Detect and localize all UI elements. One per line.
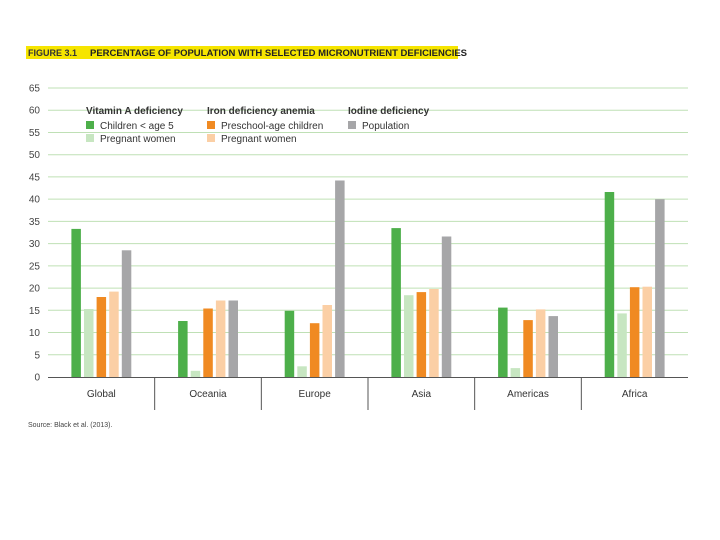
bars: [71, 180, 665, 377]
x-tick-label: Americas: [507, 389, 549, 400]
bar-africa-series-0: [604, 192, 615, 377]
x-tick-label: Oceania: [189, 389, 227, 400]
chart-title: PERCENTAGE OF POPULATION WITH SELECTED M…: [90, 48, 467, 59]
bar-africa-series-4: [655, 199, 665, 377]
legend-heading: Vitamin A deficiency: [86, 106, 183, 117]
bar-americas-series-1: [510, 368, 521, 377]
y-tick-label: 15: [29, 306, 41, 317]
legend-swatch: [207, 121, 215, 129]
bar-americas-series-0: [498, 307, 508, 377]
legend-entry: Pregnant women: [221, 134, 297, 145]
legend-heading: Iodine deficiency: [348, 106, 430, 117]
y-tick-label: 35: [29, 217, 41, 228]
bar-oceania-series-1: [190, 370, 201, 377]
y-tick-label: 40: [29, 195, 41, 206]
title-highlight: [26, 46, 458, 59]
bar-oceania-series-4: [228, 300, 238, 377]
bar-europe-series-4: [335, 180, 345, 377]
x-tick-label: Europe: [299, 389, 332, 400]
bar-europe-series-1: [297, 366, 307, 377]
legend-entry: Children < age 5: [100, 121, 174, 132]
bar-africa-series-3: [642, 286, 652, 377]
bar-oceania-series-3: [215, 300, 226, 377]
y-tick-label: 50: [29, 150, 41, 161]
bar-asia-series-4: [441, 236, 452, 377]
bar-oceania-series-2: [203, 308, 213, 377]
legend-heading: Iron deficiency anemia: [207, 106, 315, 117]
figure-label: FIGURE 3.1: [28, 48, 77, 58]
y-tick-label: 45: [29, 172, 41, 183]
bar-global-series-3: [109, 291, 119, 377]
legend-entry: Population: [362, 121, 409, 132]
bar-global-series-4: [121, 250, 132, 377]
y-tick-label: 55: [29, 128, 41, 139]
x-tick-label: Global: [87, 389, 116, 400]
y-tick-label: 0: [34, 373, 40, 384]
x-tick-label: Africa: [622, 389, 648, 400]
x-tick-label: Asia: [412, 389, 432, 400]
bar-oceania-series-0: [178, 321, 188, 377]
y-tick-label: 20: [29, 284, 41, 295]
bar-europe-series-0: [284, 310, 295, 377]
bar-asia-series-1: [404, 295, 414, 377]
legend-swatch: [348, 121, 356, 129]
y-tick-label: 60: [29, 106, 41, 117]
legend-entry: Preschool-age children: [221, 121, 323, 132]
category-axis: Global Oceania Europe Asia Americas Africa: [48, 377, 688, 410]
y-tick-label: 10: [29, 328, 41, 339]
bar-asia-series-0: [391, 228, 401, 377]
bar-americas-series-2: [523, 320, 533, 377]
y-tick-label: 30: [29, 239, 41, 250]
bar-africa-series-2: [629, 287, 640, 377]
legend-swatch: [207, 134, 215, 142]
source-note: Source: Black et al. (2013).: [28, 422, 112, 429]
legend: Vitamin A deficiency Children < age 5 Preg…: [86, 106, 430, 145]
y-tick-label: 5: [34, 350, 40, 361]
bar-americas-series-3: [535, 309, 546, 377]
gridlines: [48, 87, 688, 356]
bar-global-series-1: [84, 309, 94, 377]
bar-americas-series-4: [548, 316, 558, 377]
legend-swatch: [86, 121, 94, 129]
bar-europe-series-2: [309, 323, 320, 377]
bar-asia-series-3: [429, 289, 439, 377]
bar-africa-series-1: [617, 313, 627, 377]
y-axis-ticks: 0 5 10 15 20 25 30 35 40 45 50 55 60 65: [29, 84, 41, 384]
legend-entry: Pregnant women: [100, 134, 176, 145]
bar-asia-series-2: [416, 292, 427, 377]
bar-global-series-0: [71, 228, 81, 377]
bar-europe-series-3: [322, 305, 332, 377]
y-tick-label: 65: [29, 84, 41, 95]
bar-global-series-2: [96, 297, 107, 377]
legend-swatch: [86, 134, 94, 142]
y-tick-label: 25: [29, 261, 41, 272]
